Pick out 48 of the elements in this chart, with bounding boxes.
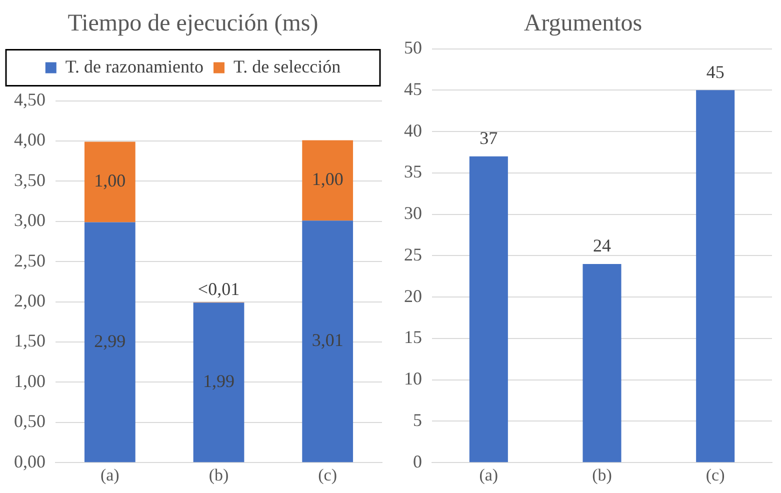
y-tick-label: 4,00: [14, 130, 46, 150]
data-label: <0,01: [198, 278, 240, 299]
data-label: 3,01: [312, 330, 344, 350]
data-label: 45: [706, 62, 724, 82]
y-tick-label: 45: [404, 78, 422, 99]
bar: [582, 264, 622, 462]
y-tick-label: 1,00: [14, 370, 46, 391]
bar: [193, 302, 244, 462]
bar: [469, 156, 508, 462]
chart-title: Tiempo de ejecución (ms): [68, 10, 318, 37]
legend-label: T. de selección: [233, 56, 341, 77]
y-tick-label: 4,50: [14, 90, 46, 110]
y-tick-label: 2,00: [14, 290, 46, 311]
x-tick-label: (c): [318, 465, 338, 484]
bar: [84, 222, 136, 462]
y-tick-label: 0,50: [14, 411, 46, 432]
y-tick-label: 50: [404, 38, 422, 58]
bar: [302, 220, 354, 462]
x-tick-label: (a): [100, 465, 120, 484]
y-tick-label: 20: [404, 286, 422, 306]
data-label: 24: [593, 236, 611, 256]
bar: [696, 90, 735, 462]
data-label: 2,99: [94, 330, 126, 351]
x-tick-label: (c): [706, 465, 725, 484]
y-tick-label: 35: [404, 162, 422, 182]
bar: [302, 140, 354, 221]
data-label: 1,00: [94, 170, 126, 191]
y-tick-label: 1,50: [14, 330, 46, 351]
chart-title: Argumentos: [524, 10, 642, 37]
y-tick-label: 15: [404, 327, 422, 348]
x-tick-label: (b): [592, 465, 612, 484]
y-tick-label: 10: [404, 368, 422, 389]
y-tick-label: 25: [404, 244, 422, 264]
y-tick-label: 5: [413, 410, 422, 430]
y-tick-label: 40: [404, 120, 422, 140]
y-tick-label: 30: [404, 203, 422, 224]
bar: [84, 142, 136, 222]
y-tick-label: 0,00: [14, 451, 46, 472]
y-tick-label: 0: [413, 451, 422, 472]
y-tick-label: 3,50: [14, 170, 46, 190]
y-tick-label: 3,00: [14, 210, 46, 230]
data-label: 1,00: [312, 169, 344, 190]
x-tick-label: (a): [479, 465, 498, 484]
legend-label: T. de razonamiento: [65, 56, 204, 77]
y-tick-label: 2,50: [14, 250, 46, 270]
data-label: 1,99: [203, 371, 234, 392]
data-label: 37: [480, 128, 498, 148]
x-tick-label: (b): [208, 465, 229, 484]
